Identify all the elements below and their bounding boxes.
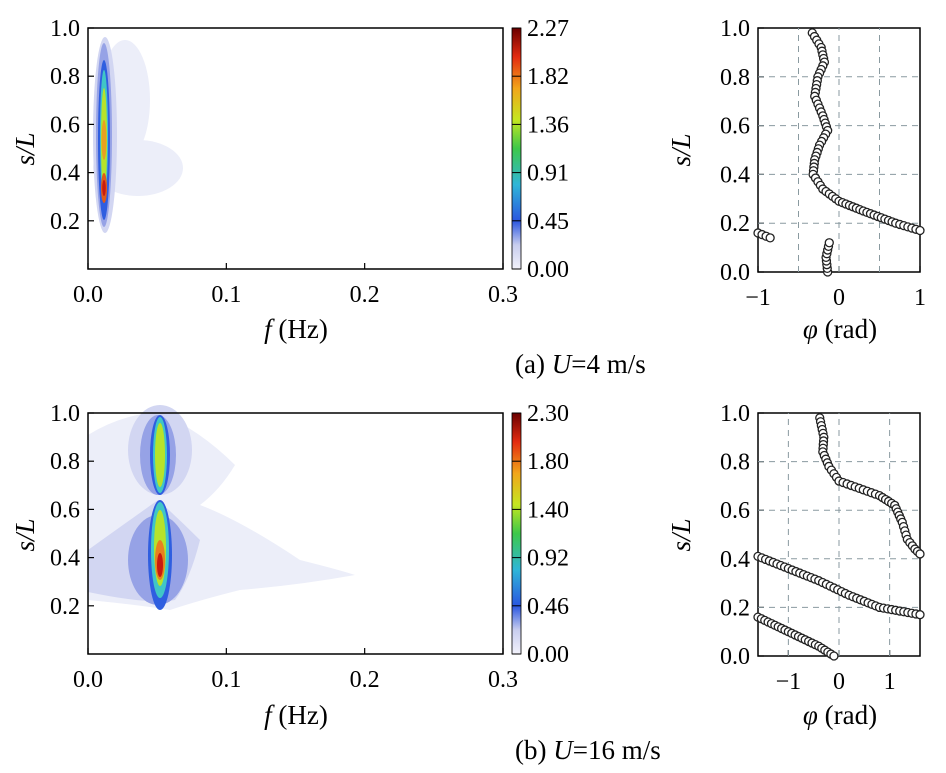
axes-frame-b <box>87 412 504 655</box>
spectrum-plot-a <box>87 27 504 270</box>
axes-frame-a <box>87 27 504 270</box>
colorbar-tick-label: 1.36 <box>527 112 569 138</box>
y-tick-label: 0.0 <box>720 260 750 286</box>
contour-blobs-b <box>88 405 355 610</box>
y-tick-label: 1.0 <box>50 401 80 427</box>
colorbar-tick-label: 0.46 <box>527 594 569 620</box>
xlabel-var: φ <box>803 700 818 730</box>
xlabel-b: f (Hz) <box>264 700 328 730</box>
ylabel-b: s/L <box>10 518 40 551</box>
colorbar-tick-label: 0.00 <box>527 257 569 283</box>
xlabel-phase-b: φ (rad) <box>803 700 877 730</box>
xlabel-var: f <box>264 314 275 344</box>
caption-prefix: (a) <box>515 349 552 379</box>
x-tick-label: 0 <box>833 669 845 695</box>
y-tick-label: 0.2 <box>50 209 80 235</box>
y-tick-label: 1.0 <box>720 401 750 427</box>
colorbar-tick-label: 1.40 <box>527 497 569 523</box>
data-point <box>765 233 775 243</box>
data-point <box>915 610 925 620</box>
caption-rest: =16 m/s <box>573 735 661 765</box>
xlabel-unit: (rad) <box>818 700 877 730</box>
y-tick-label: 0.8 <box>720 65 750 91</box>
y-tick-label: 0.6 <box>50 112 80 138</box>
x-tick-label: 1 <box>914 285 926 311</box>
y-tick-label: 0.6 <box>50 497 80 523</box>
x-tick-label: −1 <box>745 285 771 311</box>
y-tick-label: 0.6 <box>720 114 750 140</box>
x-tick-label: 1 <box>884 669 896 695</box>
x-tick-label: 0 <box>833 285 845 311</box>
ylabel-a: s/L <box>10 132 40 165</box>
y-tick-label: 0.2 <box>720 595 750 621</box>
x-tick-label: 0.2 <box>350 282 380 308</box>
y-tick-label: 0.8 <box>50 64 80 90</box>
xlabel-unit: (Hz) <box>272 700 328 730</box>
y-tick-label: 0.2 <box>50 594 80 620</box>
xlabel-var: φ <box>803 314 818 344</box>
peak-core <box>157 553 163 577</box>
x-tick-label: −1 <box>776 669 802 695</box>
ylabel-phase-a: s/L <box>666 133 696 166</box>
y-tick-label: 1.0 <box>720 16 750 42</box>
colorbar-b <box>511 412 522 655</box>
xlabel-var: f <box>264 700 275 730</box>
x-tick-label: 0.1 <box>211 282 241 308</box>
peak-core <box>101 120 107 160</box>
colorbar-tick-label: 2.30 <box>527 401 569 427</box>
colorbar-a <box>511 27 522 270</box>
y-tick-label: 0.0 <box>720 644 750 670</box>
contour-level-6 <box>155 423 165 487</box>
x-tick-label: 0.0 <box>73 667 103 693</box>
caption-var: U <box>553 735 574 765</box>
caption-var: U <box>552 349 573 379</box>
y-tick-label: 0.2 <box>720 211 750 237</box>
colorbar-tick-label: 0.00 <box>527 642 569 668</box>
x-tick-label: 0.3 <box>488 667 518 693</box>
colorbar-tick-label: 1.80 <box>527 449 569 475</box>
y-tick-label: 0.4 <box>50 546 80 572</box>
xlabel-unit: (rad) <box>818 314 877 344</box>
colorbar-tick-label: 0.91 <box>527 161 569 187</box>
y-tick-label: 0.4 <box>720 162 750 188</box>
y-tick-label: 0.6 <box>720 498 750 524</box>
ylabel-phase-b: s/L <box>666 518 696 551</box>
x-tick-label: 0.1 <box>211 667 241 693</box>
colorbar-tick-label: 0.45 <box>527 209 569 235</box>
contour-blobs-a <box>93 37 183 233</box>
data-point <box>829 651 839 661</box>
colorbar-tick-label: 1.82 <box>527 64 569 90</box>
y-tick-label: 0.8 <box>720 450 750 476</box>
caption-a: (a) U=4 m/s <box>515 349 646 379</box>
y-tick-label: 0.8 <box>50 449 80 475</box>
caption-prefix: (b) <box>515 735 553 765</box>
y-tick-label: 0.4 <box>720 547 750 573</box>
caption-rest: =4 m/s <box>571 349 646 379</box>
x-tick-label: 0.3 <box>488 282 518 308</box>
caption-b: (b) U=16 m/s <box>515 735 661 765</box>
colorbar-tick-label: 2.27 <box>527 16 569 42</box>
x-tick-label: 0.0 <box>73 282 103 308</box>
y-tick-label: 1.0 <box>50 16 80 42</box>
data-point <box>824 238 834 248</box>
xlabel-unit: (Hz) <box>272 314 328 344</box>
x-tick-label: 0.2 <box>350 667 380 693</box>
spectrum-plot-b <box>87 405 504 655</box>
y-tick-label: 0.4 <box>50 161 80 187</box>
data-point <box>915 225 925 236</box>
colorbar-tick-label: 0.92 <box>527 546 569 572</box>
data-point <box>915 549 925 559</box>
generated-marks: 0.0 0.1 0.2 0.30.20.40.60.81.00.000.450.911… <box>50 16 926 695</box>
xlabel-a: f (Hz) <box>264 314 328 344</box>
peak-core <box>102 180 106 196</box>
xlabel-phase-a: φ (rad) <box>803 314 877 344</box>
